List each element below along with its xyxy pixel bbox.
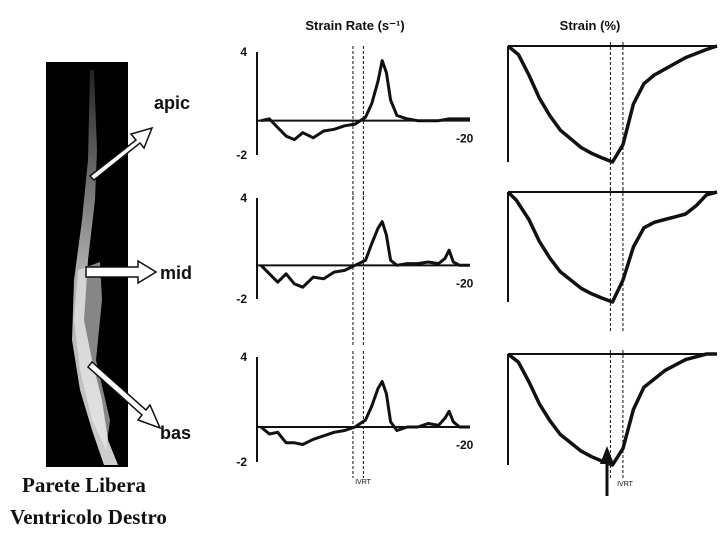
strain-series-line bbox=[506, 44, 718, 164]
arrow-bas-icon bbox=[86, 360, 162, 430]
strain-rate-series-line bbox=[260, 59, 470, 142]
strain-series-line bbox=[506, 352, 717, 467]
strain-rate-series-line bbox=[260, 380, 470, 446]
label-apic: apic bbox=[154, 93, 190, 113]
tick-label-bottom: -2 bbox=[236, 148, 247, 162]
strain-rate-panel-mid: 4 -2 -20 bbox=[236, 191, 474, 345]
strain-series-line bbox=[506, 190, 718, 304]
arrow-apic-icon bbox=[88, 126, 154, 182]
strain-rate-panel-bas: 4 -2 -20 bbox=[236, 350, 474, 478]
arrow-mid-icon bbox=[85, 259, 158, 285]
strain-rate-series-line bbox=[259, 220, 470, 289]
strain-panel-bas bbox=[506, 350, 717, 480]
tick-label-top: 4 bbox=[240, 350, 247, 364]
label-mid: mid bbox=[160, 263, 192, 283]
tick-label-bottom: -2 bbox=[236, 292, 247, 306]
up-arrow-icon bbox=[600, 446, 614, 496]
tick-label-bottom: -2 bbox=[236, 455, 247, 469]
tick-label-right: -20 bbox=[456, 276, 474, 290]
echo-image bbox=[46, 62, 128, 467]
strain-panel-apic bbox=[506, 42, 718, 192]
ivrt-label-strain: IVRT bbox=[617, 481, 634, 488]
strain-panel-mid bbox=[506, 188, 718, 332]
tick-label-top: 4 bbox=[240, 191, 247, 205]
tick-label-right: -20 bbox=[456, 132, 474, 146]
label-bas: bas bbox=[160, 423, 191, 443]
tick-label-top: 4 bbox=[240, 45, 247, 59]
strain-rate-panel-apic: 4 -2 -20 bbox=[236, 45, 474, 201]
tick-label-right: -20 bbox=[456, 438, 474, 452]
ivrt-label-strain-rate: IVRT bbox=[355, 479, 372, 486]
caption-line-1: Parete Libera bbox=[22, 473, 146, 497]
strain-title: Strain (%) bbox=[560, 18, 621, 33]
strain-rate-title: Strain Rate (s⁻¹) bbox=[305, 18, 404, 33]
caption-line-2: Ventricolo Destro bbox=[10, 505, 167, 529]
